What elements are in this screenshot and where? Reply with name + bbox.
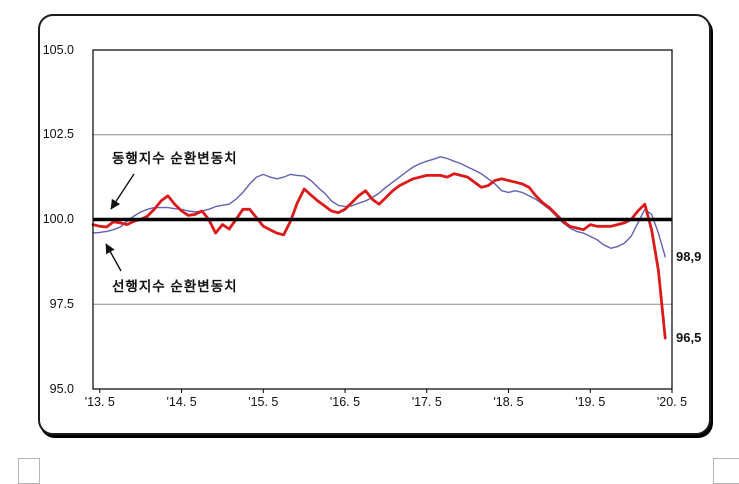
series-end-value-label: 96,5 <box>676 330 702 346</box>
x-axis-tick-label: '19. 5 <box>575 395 606 409</box>
leading-series-label: 선행지수 순환변동치 <box>112 279 238 294</box>
chart-panel <box>38 14 711 435</box>
coincident-series-label: 동행지수 순환변동치 <box>112 151 238 166</box>
y-axis-tick-label: 100.0 <box>42 212 74 226</box>
x-axis-tick-label: '15. 5 <box>248 395 279 409</box>
x-axis-tick-label: '16. 5 <box>329 395 361 409</box>
y-axis-tick-label: 105.0 <box>42 42 74 57</box>
y-axis-tick-label: 95.0 <box>49 381 74 396</box>
background-corner-fragment-right <box>713 458 739 484</box>
x-axis-tick-label: '20. 5 <box>656 395 688 409</box>
x-axis-tick-label: '14. 5 <box>166 395 197 409</box>
y-axis-tick-label: 97.5 <box>49 296 74 311</box>
series-end-value-label: 98,9 <box>676 248 702 264</box>
background-corner-fragment-left <box>18 458 40 484</box>
x-axis-tick-label: '18. 5 <box>493 395 524 409</box>
x-axis-tick-label: '17. 5 <box>411 395 442 409</box>
x-axis-tick-label: '13. 5 <box>84 395 115 409</box>
y-axis-tick-label: 102.5 <box>42 127 74 142</box>
